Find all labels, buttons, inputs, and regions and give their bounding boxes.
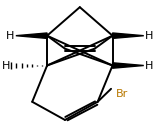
Text: Br: Br — [115, 89, 128, 99]
Text: H: H — [6, 31, 14, 41]
Text: H: H — [145, 61, 154, 70]
Text: H: H — [145, 31, 154, 41]
Polygon shape — [112, 33, 144, 38]
Text: H: H — [2, 61, 10, 70]
Polygon shape — [16, 33, 47, 38]
Polygon shape — [112, 63, 144, 68]
